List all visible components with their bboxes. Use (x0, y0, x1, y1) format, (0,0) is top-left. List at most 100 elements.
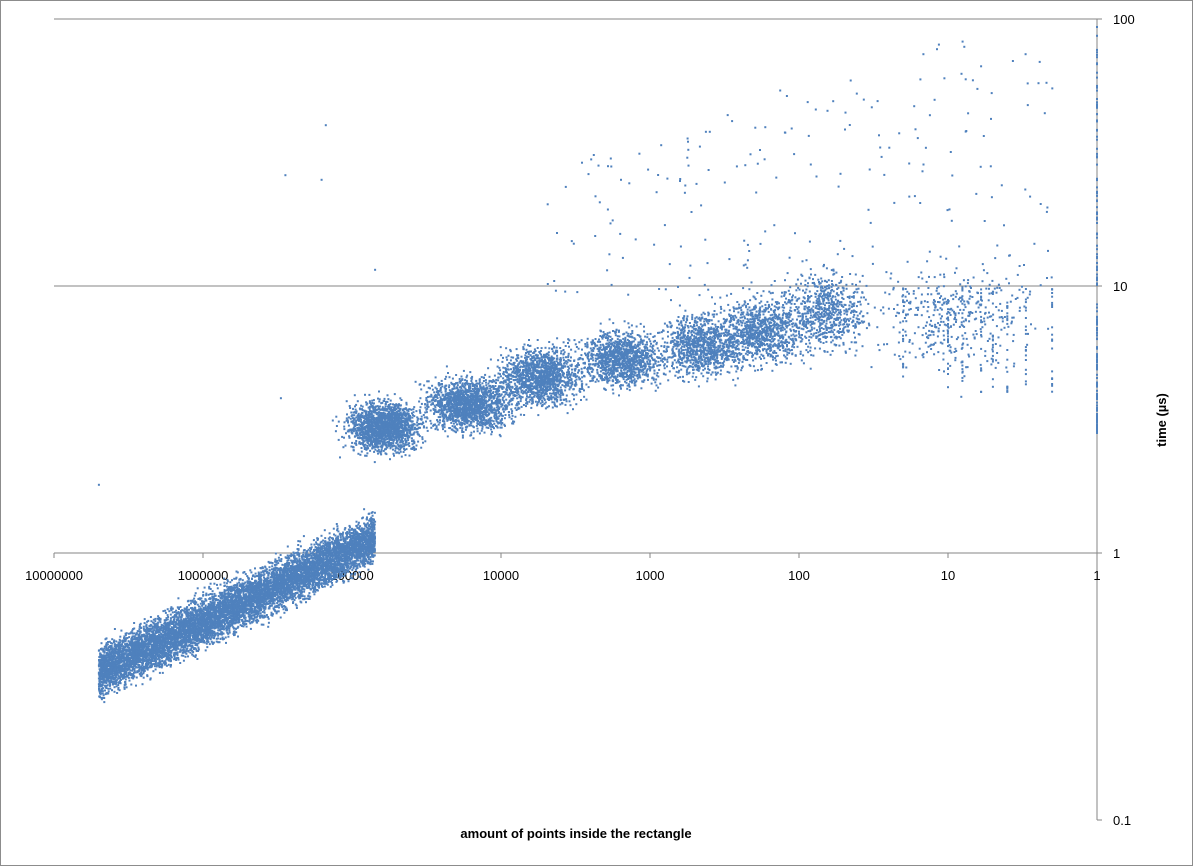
data-point (350, 558, 353, 561)
data-point (155, 627, 158, 630)
data-point (315, 541, 318, 544)
x-tick-label: 10 (941, 568, 955, 583)
data-point (208, 587, 211, 590)
data-point (372, 534, 375, 537)
data-point (204, 604, 207, 607)
data-point (162, 610, 165, 613)
data-point (143, 622, 146, 625)
data-point (209, 582, 212, 585)
data-point (318, 576, 321, 579)
data-point (177, 597, 180, 600)
data-point (166, 608, 169, 611)
data-point (323, 529, 326, 532)
data-point (327, 541, 330, 544)
data-point (294, 596, 297, 599)
data-point (123, 687, 126, 690)
data-point (159, 642, 161, 645)
data-point (278, 606, 280, 609)
data-point (276, 602, 279, 604)
data-point (193, 647, 196, 650)
data-point (213, 617, 216, 620)
data-point (180, 654, 183, 657)
data-point (310, 554, 313, 557)
data-point (161, 671, 164, 674)
data-point (281, 571, 284, 574)
data-point (306, 597, 308, 600)
data-point (298, 558, 301, 561)
data-point (141, 683, 144, 686)
data-point (246, 575, 249, 578)
data-point (297, 589, 300, 592)
data-point (236, 590, 239, 593)
data-point (266, 576, 269, 579)
data-point (138, 668, 141, 671)
data-point (161, 663, 164, 666)
data-point (173, 615, 176, 618)
data-point (116, 663, 119, 666)
data-point (242, 622, 244, 625)
data-point (128, 636, 131, 639)
data-point (352, 560, 355, 563)
x-tick-label: 10000000 (25, 568, 83, 583)
data-point (118, 649, 120, 652)
data-point (152, 618, 155, 621)
data-point (368, 512, 371, 515)
data-point (194, 654, 197, 657)
data-point (158, 671, 161, 674)
data-point (264, 566, 267, 569)
data-point (208, 585, 211, 588)
data-point (340, 533, 343, 535)
data-point (117, 686, 120, 689)
data-point (132, 663, 135, 666)
data-point (169, 658, 172, 661)
data-point (283, 611, 286, 614)
data-point (320, 583, 323, 586)
data-point (274, 552, 277, 555)
data-point (189, 611, 192, 614)
data-point (148, 661, 150, 664)
data-point (202, 608, 205, 611)
data-point (146, 664, 149, 667)
data-point (170, 664, 172, 666)
data-point (323, 585, 326, 588)
data-point (173, 648, 175, 651)
data-point (102, 687, 104, 690)
data-point (320, 545, 323, 548)
data-point (197, 650, 200, 652)
data-point (175, 659, 178, 661)
data-point (297, 544, 300, 546)
data-point (330, 575, 333, 577)
data-point (217, 637, 220, 640)
data-point (295, 557, 298, 560)
data-point (158, 616, 161, 619)
data-point (164, 609, 167, 612)
y-tick-label: 100 (1113, 12, 1135, 27)
data-point (138, 630, 141, 633)
data-point (316, 539, 319, 541)
data-point (125, 632, 128, 635)
data-point (243, 571, 246, 573)
data-point (157, 657, 160, 660)
data-point (196, 644, 199, 647)
data-point (250, 571, 253, 574)
data-point (209, 588, 212, 590)
data-point (207, 607, 210, 610)
data-point (129, 632, 132, 635)
data-point (194, 592, 197, 595)
data-point (293, 558, 296, 561)
data-point (113, 628, 116, 630)
data-point (243, 588, 246, 591)
data-point (124, 632, 127, 635)
data-point (305, 601, 307, 604)
y-tick-label: 1 (1113, 546, 1120, 561)
data-point (295, 562, 298, 565)
data-point (358, 575, 361, 578)
data-point (332, 527, 335, 530)
data-point (115, 640, 118, 643)
data-point (303, 590, 306, 593)
data-point (277, 610, 280, 613)
data-point (280, 568, 283, 571)
data-point (324, 582, 327, 585)
data-point (138, 628, 141, 631)
